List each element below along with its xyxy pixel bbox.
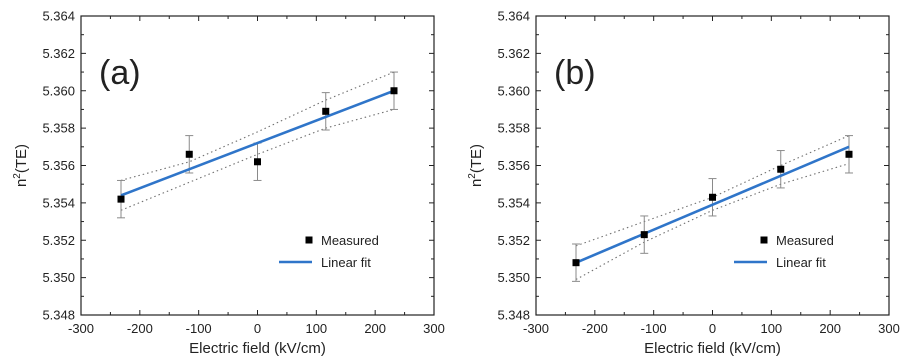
y-tick-label: 5.354 <box>497 195 530 210</box>
panel-label: (b) <box>554 54 596 92</box>
y-tick-label: 5.352 <box>42 233 75 248</box>
x-tick-label: 300 <box>878 321 900 336</box>
y-tick-label: 5.364 <box>497 9 530 24</box>
x-tick-label: -100 <box>641 321 667 336</box>
y-axis-label-sup: 2 <box>12 173 23 179</box>
y-tick-label: 5.362 <box>497 46 530 61</box>
legend: Measured Linear fit <box>279 233 379 270</box>
legend-label-measured: Measured <box>776 233 834 248</box>
x-tick-label: -300 <box>523 321 549 336</box>
y-tick-label: 5.364 <box>42 9 75 24</box>
legend-marker-measured <box>305 236 313 244</box>
legend-label-measured: Measured <box>321 233 379 248</box>
y-tick-label: 5.356 <box>497 158 530 173</box>
y-tick-label: 5.350 <box>497 270 530 285</box>
y-tick-label: 5.360 <box>42 83 75 98</box>
y-tick-label: 5.360 <box>497 83 530 98</box>
y-tick-label: 5.356 <box>42 158 75 173</box>
data-point <box>640 231 648 239</box>
data-point <box>390 87 398 95</box>
y-tick-label: 5.350 <box>42 270 75 285</box>
y-axis-label: n2(TE) <box>12 144 30 187</box>
legend-marker-measured <box>760 236 768 244</box>
linear-fit-line <box>120 89 395 197</box>
legend-label-fit: Linear fit <box>321 255 371 270</box>
chart-panel-a: -300 -200 -100 0 100 200 300 5.348 5.350 5.352 5.3… <box>12 9 445 358</box>
y-tick-label: 5.348 <box>497 308 530 323</box>
y-tick-label: 5.358 <box>497 121 530 136</box>
x-tick-label: 200 <box>364 321 386 336</box>
y-tick-label: 5.352 <box>497 233 530 248</box>
x-tick-label: 100 <box>760 321 782 336</box>
confidence-band-lower <box>120 108 395 211</box>
y-axis-label-base: n <box>13 179 30 187</box>
data-point <box>572 259 580 267</box>
data-point <box>322 107 330 115</box>
y-tick-label: 5.362 <box>42 46 75 61</box>
y-tick-label: 5.354 <box>42 195 75 210</box>
y-axis-label-rest: (TE) <box>13 144 30 173</box>
y-axis-label-sup: 2 <box>467 173 478 179</box>
legend: Measured Linear fit <box>734 233 834 270</box>
linear-fit-line <box>575 145 850 264</box>
y-tick-label: 5.348 <box>42 308 75 323</box>
legend-label-fit: Linear fit <box>776 255 826 270</box>
panel-label: (a) <box>99 54 141 92</box>
x-tick-label: 100 <box>305 321 327 336</box>
y-tick-label: 5.358 <box>42 121 75 136</box>
y-axis-label-rest: (TE) <box>468 144 485 173</box>
x-tick-label: -100 <box>186 321 212 336</box>
x-tick-label: 0 <box>254 321 261 336</box>
y-axis-label-base: n <box>468 179 485 187</box>
data-point <box>117 195 125 203</box>
x-axis-label: Electric field (kV/cm) <box>189 340 326 357</box>
data-point <box>709 193 716 201</box>
y-axis-label: n2(TE) <box>467 144 485 187</box>
data-point <box>845 150 853 158</box>
confidence-band-upper <box>120 71 395 181</box>
x-tick-label: -300 <box>68 321 94 336</box>
x-tick-label: -200 <box>582 321 608 336</box>
x-tick-label: -200 <box>127 321 153 336</box>
x-axis-label: Electric field (kV/cm) <box>644 340 781 357</box>
chart-panel-b: -300 -200 -100 0 100 200 300 5.348 5.350 5.352 5.3… <box>467 9 900 358</box>
data-point <box>777 165 785 173</box>
data-point <box>254 158 261 166</box>
x-tick-label: 200 <box>819 321 841 336</box>
data-point <box>185 150 193 158</box>
x-tick-label: 0 <box>709 321 716 336</box>
x-tick-label: 300 <box>423 321 445 336</box>
